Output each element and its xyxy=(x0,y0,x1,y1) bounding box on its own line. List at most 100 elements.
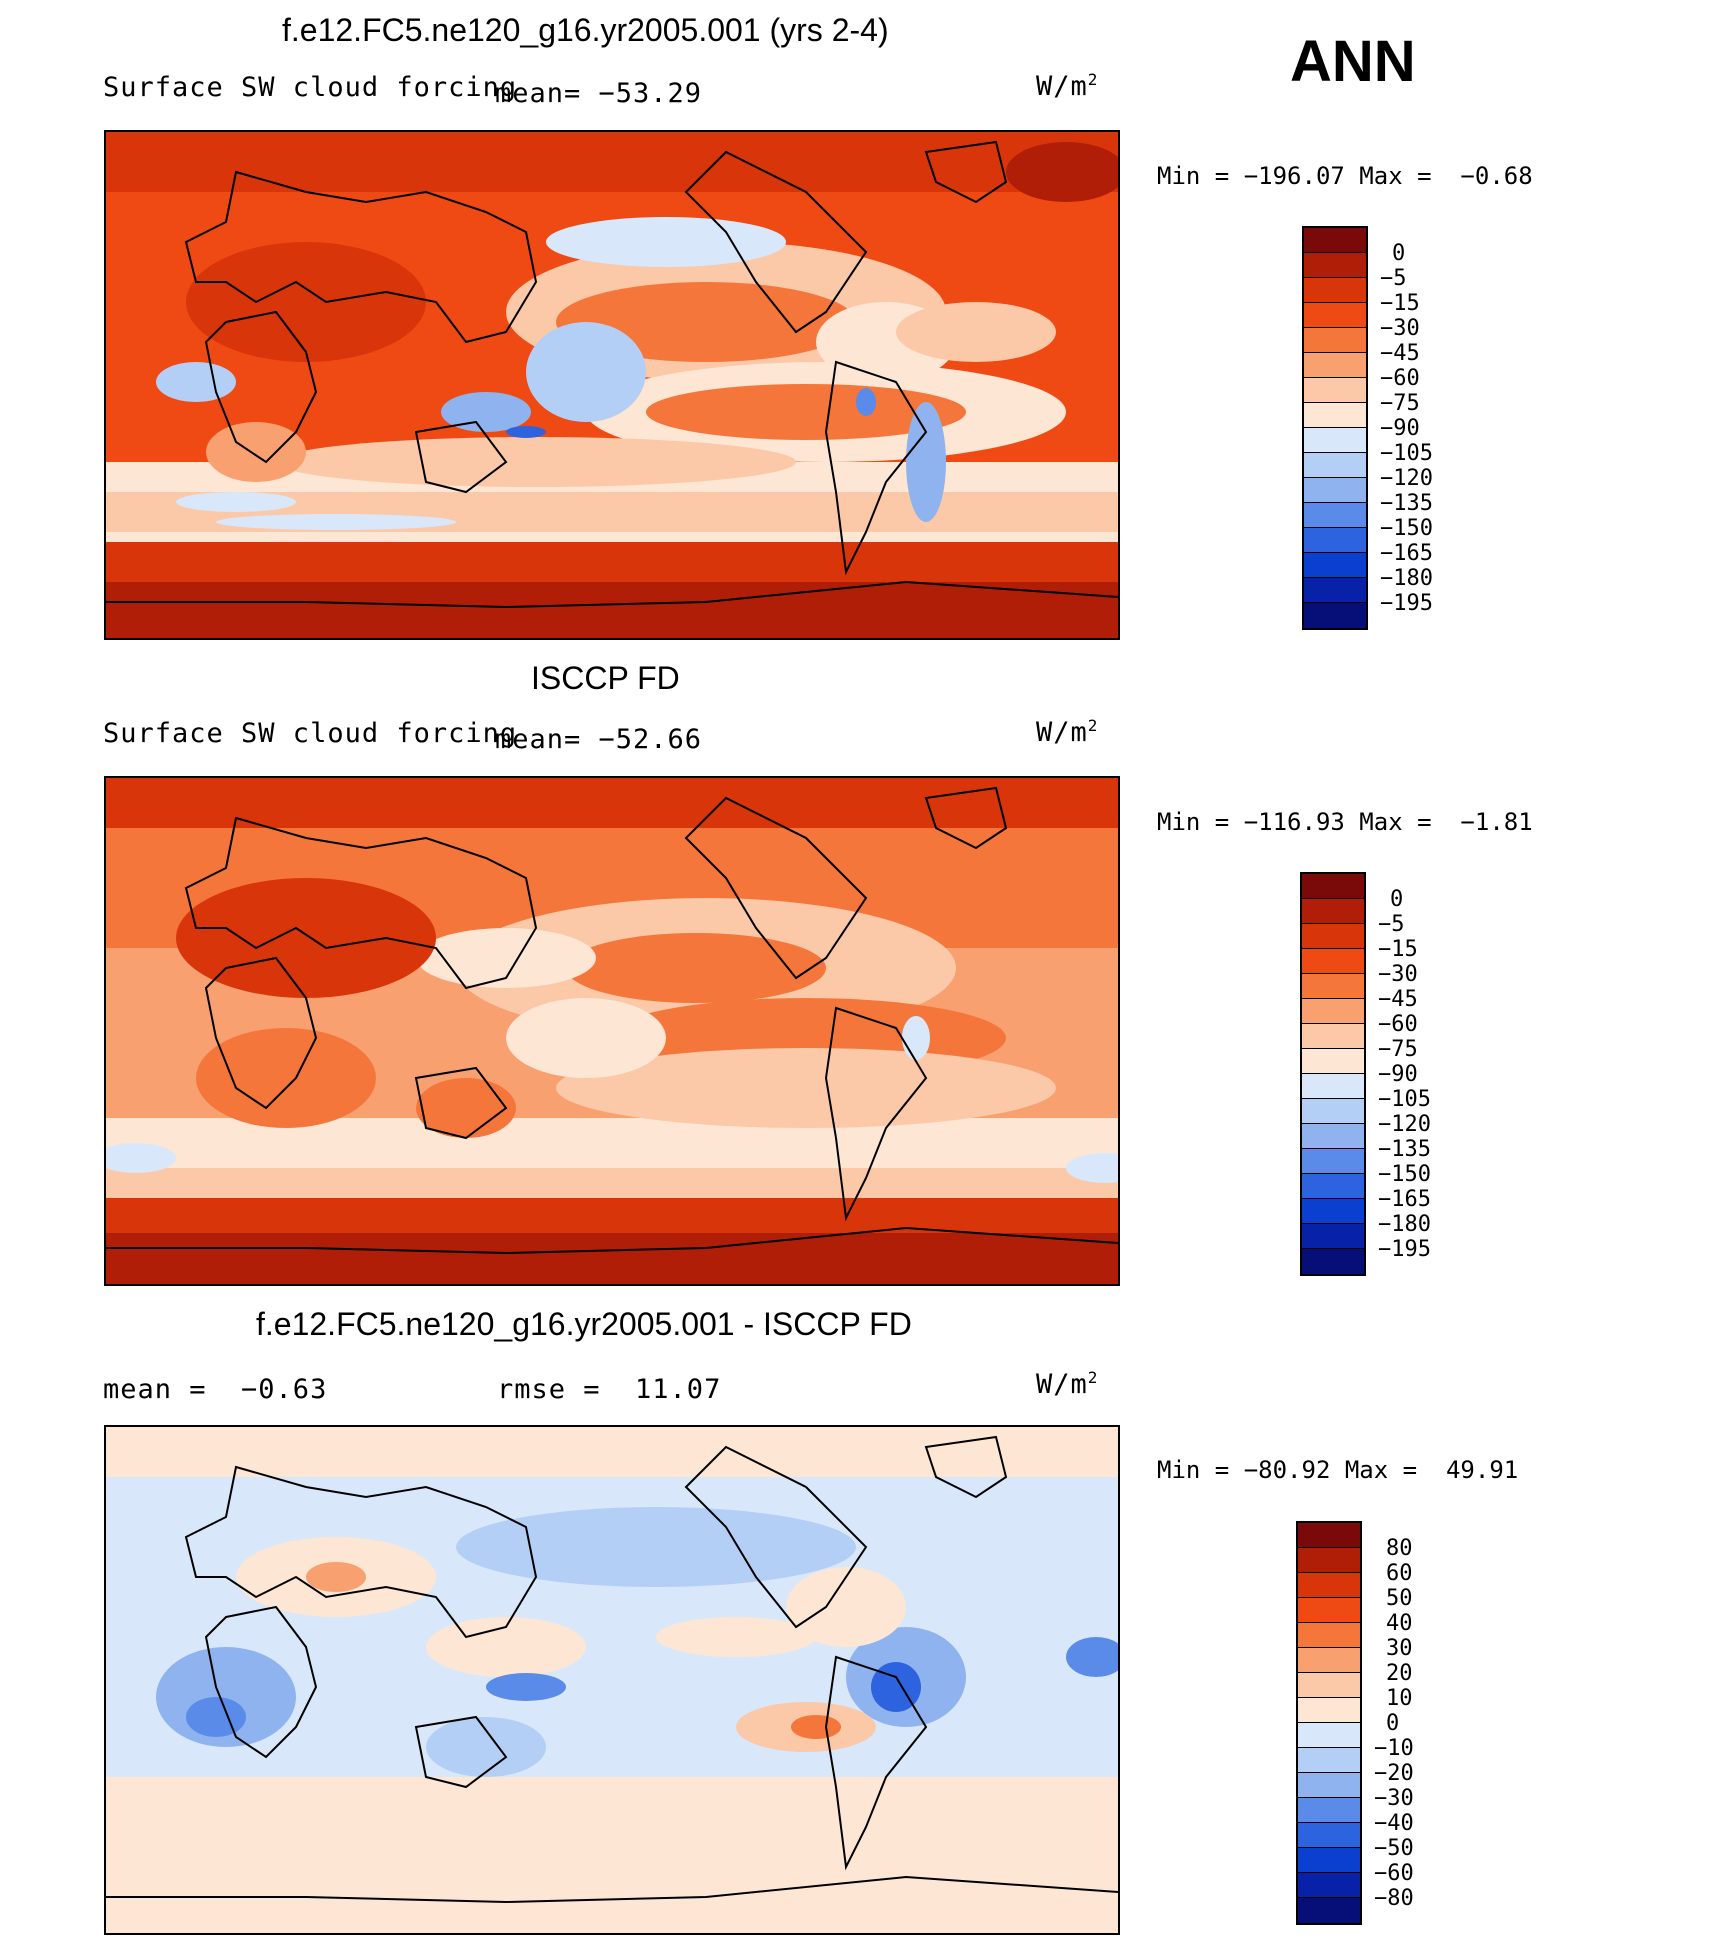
colorbar-tick-label: −45 xyxy=(1378,987,1418,1012)
panel-mean-model: mean= −53.29 xyxy=(495,78,703,109)
colorbar-swatch xyxy=(1304,453,1366,478)
colorbar-swatch xyxy=(1298,1673,1360,1698)
colorbar-swatch xyxy=(1304,228,1366,253)
colorbar-tick-label: −20 xyxy=(1374,1761,1414,1786)
colorbar-swatch xyxy=(1304,403,1366,428)
colorbar-swatch xyxy=(1298,1648,1360,1673)
colorbar-swatch xyxy=(1298,1523,1360,1548)
colorbar-swatch xyxy=(1304,428,1366,453)
colorbar-tick-label: −90 xyxy=(1380,416,1420,441)
colorbar-labels-obs: 0 −5 −15 −30 −45 −60 −75 −90 −105 −120 −135 −150 −16… xyxy=(1378,886,1458,1266)
colorbar-tick-label: −180 xyxy=(1378,1212,1431,1237)
colorbar-labels-diff: 80 60 50 40 30 20 10 0 −10 −20 −30 −40 −50 −60 −80 xyxy=(1374,1535,1454,1915)
minmax-obs: Min = −116.93 Max = −1.81 xyxy=(1157,808,1533,836)
colorbar-swatch xyxy=(1302,974,1364,999)
colorbar-tick-label: −80 xyxy=(1374,1886,1414,1911)
colorbar-tick-label: −135 xyxy=(1378,1137,1431,1162)
colorbar-tick-label: −10 xyxy=(1374,1736,1414,1761)
colorbar-tick-label: 20 xyxy=(1386,1661,1413,1686)
colorbar-tick-label: −5 xyxy=(1378,912,1405,937)
map-obs xyxy=(104,776,1120,1286)
colorbar-swatch xyxy=(1298,1548,1360,1573)
colorbar-tick-label: −120 xyxy=(1378,1112,1431,1137)
colorbar-tick-label: −165 xyxy=(1380,541,1433,566)
colorbar-tick-label: −150 xyxy=(1378,1162,1431,1187)
colorbar-tick-label: −105 xyxy=(1378,1087,1431,1112)
colorbar-swatch xyxy=(1304,353,1366,378)
colorbar-tick-label: −120 xyxy=(1380,466,1433,491)
colorbar-swatch xyxy=(1304,478,1366,503)
colorbar-tick-label: −15 xyxy=(1378,937,1418,962)
panel-variable-obs: Surface SW cloud forcing xyxy=(103,718,518,749)
units-text: W/m xyxy=(1036,717,1088,748)
colorbar-obs xyxy=(1300,872,1366,1276)
minmax-model: Min = −196.07 Max = −0.68 xyxy=(1157,162,1533,190)
colorbar-tick-label: −30 xyxy=(1378,962,1418,987)
map-diff-field xyxy=(106,1427,1118,1933)
panel-rmse-diff: rmse = 11.07 xyxy=(497,1374,722,1405)
colorbar-tick-label: −165 xyxy=(1378,1187,1431,1212)
colorbar-swatch xyxy=(1298,1873,1360,1898)
colorbar-tick-label: −30 xyxy=(1374,1786,1414,1811)
panel-title-diff: f.e12.FC5.ne120_g16.yr2005.001 - ISCCP F… xyxy=(256,1306,912,1342)
colorbar-tick-label: 60 xyxy=(1386,1561,1413,1586)
season-label: ANN xyxy=(1290,29,1416,94)
colorbar-swatch xyxy=(1302,1124,1364,1149)
colorbar-tick-label: −75 xyxy=(1380,391,1420,416)
colorbar-tick-label: −60 xyxy=(1378,1012,1418,1037)
colorbar-tick-label: −50 xyxy=(1374,1836,1414,1861)
colorbar-tick-label: −180 xyxy=(1380,566,1433,591)
colorbar-swatch xyxy=(1302,1199,1364,1224)
colorbar-swatch xyxy=(1302,874,1364,899)
colorbar-swatch xyxy=(1304,528,1366,553)
colorbar-tick-label: 0 xyxy=(1392,241,1406,266)
colorbar-swatch xyxy=(1304,378,1366,403)
colorbar-swatch xyxy=(1304,278,1366,303)
colorbar-swatch xyxy=(1302,1074,1364,1099)
colorbar-tick-label: −90 xyxy=(1378,1062,1418,1087)
colorbar-swatch xyxy=(1302,924,1364,949)
units-exponent: 2 xyxy=(1087,70,1099,89)
units-exponent: 2 xyxy=(1087,716,1099,735)
colorbar-swatch xyxy=(1298,1698,1360,1723)
colorbar-tick-label: 50 xyxy=(1386,1586,1413,1611)
colorbar-tick-label: −135 xyxy=(1380,491,1433,516)
panel-units-model: W/m2 xyxy=(1036,70,1098,102)
colorbar-labels-model: 0 −5 −15 −30 −45 −60 −75 −90 −105 −120 −135 −150 −16… xyxy=(1380,240,1460,620)
panel-title-model: f.e12.FC5.ne120_g16.yr2005.001 (yrs 2-4) xyxy=(282,12,889,48)
minmax-diff: Min = −80.92 Max = 49.91 xyxy=(1157,1456,1519,1484)
panel-variable-model: Surface SW cloud forcing xyxy=(103,72,518,103)
map-diff xyxy=(104,1425,1120,1935)
colorbar-diff xyxy=(1296,1521,1362,1925)
panel-mean-diff: mean = −0.63 xyxy=(103,1374,328,1405)
colorbar-model xyxy=(1302,226,1368,630)
colorbar-swatch xyxy=(1302,1024,1364,1049)
colorbar-swatch xyxy=(1298,1748,1360,1773)
map-model-field xyxy=(106,132,1118,638)
colorbar-tick-label: 10 xyxy=(1386,1686,1413,1711)
colorbar-swatch xyxy=(1304,553,1366,578)
panel-units-diff: W/m2 xyxy=(1036,1368,1098,1400)
colorbar-tick-label: −5 xyxy=(1380,266,1407,291)
colorbar-tick-label: 40 xyxy=(1386,1611,1413,1636)
colorbar-swatch xyxy=(1298,1898,1360,1923)
colorbar-swatch xyxy=(1298,1573,1360,1598)
colorbar-swatch xyxy=(1298,1798,1360,1823)
colorbar-swatch xyxy=(1302,1174,1364,1199)
panel-units-obs: W/m2 xyxy=(1036,716,1098,748)
colorbar-swatch xyxy=(1298,1623,1360,1648)
colorbar-tick-label: −105 xyxy=(1380,441,1433,466)
colorbar-tick-label: −195 xyxy=(1378,1237,1431,1262)
colorbar-tick-label: −150 xyxy=(1380,516,1433,541)
colorbar-swatch xyxy=(1302,1149,1364,1174)
colorbar-tick-label: −60 xyxy=(1374,1861,1414,1886)
map-obs-field xyxy=(106,778,1118,1284)
panel-mean-obs: mean= −52.66 xyxy=(495,724,703,755)
colorbar-tick-label: −15 xyxy=(1380,291,1420,316)
colorbar-swatch xyxy=(1302,999,1364,1024)
colorbar-swatch xyxy=(1302,1224,1364,1249)
colorbar-swatch xyxy=(1302,1049,1364,1074)
colorbar-swatch xyxy=(1298,1598,1360,1623)
colorbar-tick-label: −30 xyxy=(1380,316,1420,341)
units-text: W/m xyxy=(1036,1369,1088,1400)
